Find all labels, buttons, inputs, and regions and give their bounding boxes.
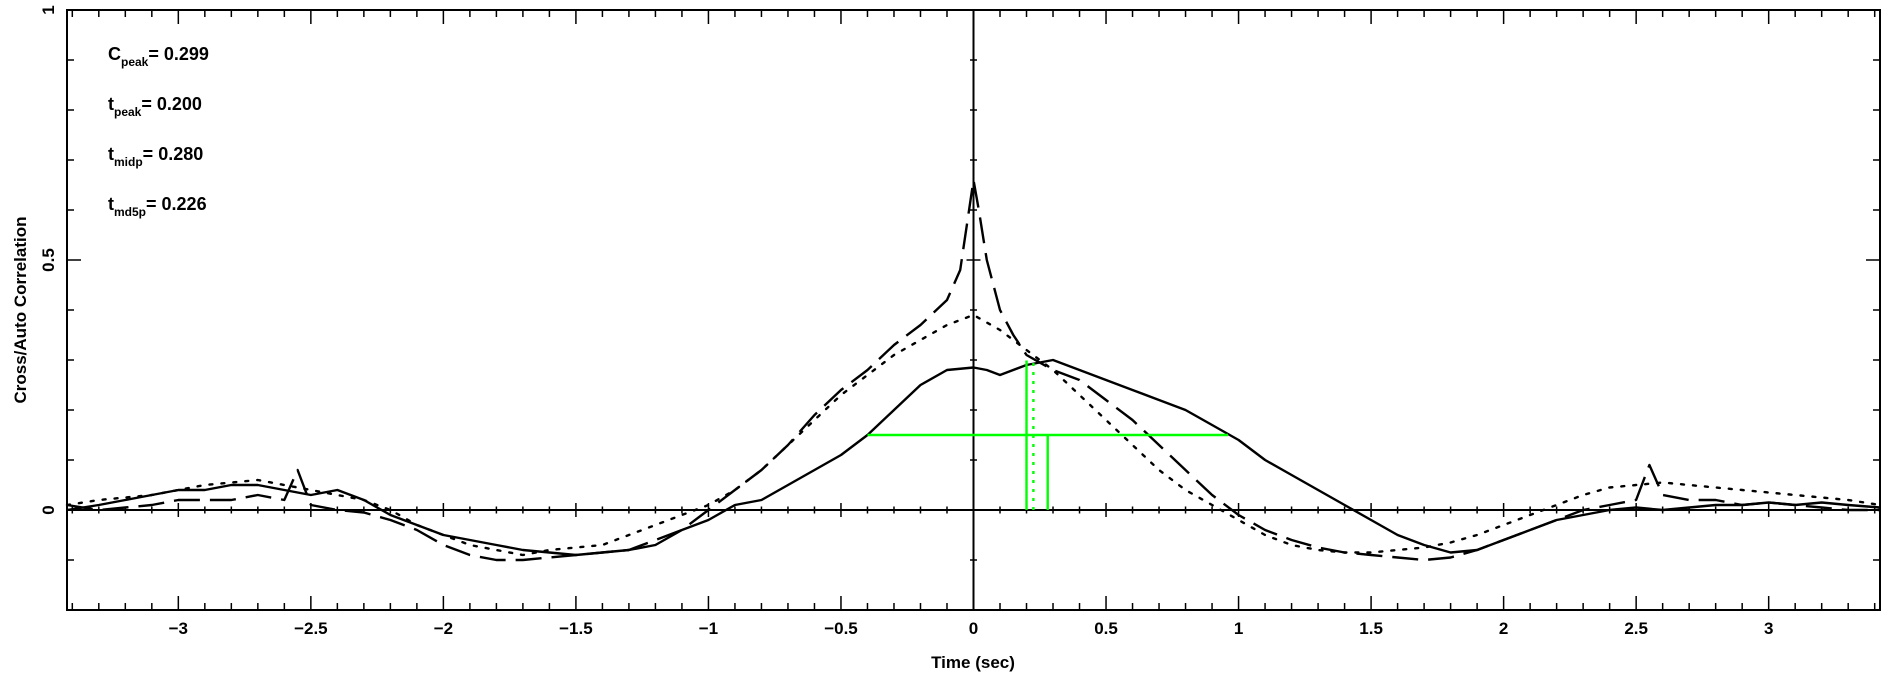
y-tick-label: 1	[39, 5, 58, 14]
x-tick-label: −2	[434, 619, 453, 638]
annotation-peak: tpeak= 0.200	[108, 94, 202, 119]
x-tick-label: 2.5	[1624, 619, 1648, 638]
x-tick-label: 0	[969, 619, 978, 638]
series-lines	[65, 178, 1882, 562]
annotation-block: Cpeak= 0.299 tpeak= 0.200 tmidp= 0.280 tmd5…	[108, 44, 209, 219]
x-tick-label: −1.5	[559, 619, 593, 638]
series-line-solid	[66, 358, 1881, 557]
y-axis-title: Cross/Auto Correlation	[11, 216, 30, 403]
x-tick-label: 1.5	[1359, 619, 1383, 638]
y-tick-label: 0	[39, 505, 58, 514]
x-tick-label: 1	[1234, 619, 1243, 638]
x-tick-label: −3	[169, 619, 188, 638]
x-tick-label: 2	[1499, 619, 1508, 638]
annotation-midp: tmidp= 0.280	[108, 144, 203, 169]
x-tick-label: −0.5	[824, 619, 858, 638]
x-axis-title: Time (sec)	[931, 653, 1015, 672]
axis-ticks	[67, 9, 1880, 611]
tick-labels: −3 −2.5 −2 −1.5 −1 −0.5 0 0.5 1 1.5 2 2.5 3 0 0.5 1	[39, 5, 1773, 638]
x-tick-label: 0.5	[1094, 619, 1118, 638]
x-tick-label: 3	[1764, 619, 1773, 638]
green-markers	[867, 360, 1228, 510]
series-line-dashed	[66, 178, 1880, 562]
y-tick-label: 0.5	[39, 248, 58, 272]
x-tick-label: −2.5	[294, 619, 328, 638]
x-tick-label: −1	[699, 619, 718, 638]
annotation-peak: Cpeak= 0.299	[108, 44, 209, 69]
annotation-md5p: tmd5p= 0.226	[108, 194, 207, 219]
series-line-dotted	[65, 313, 1882, 557]
